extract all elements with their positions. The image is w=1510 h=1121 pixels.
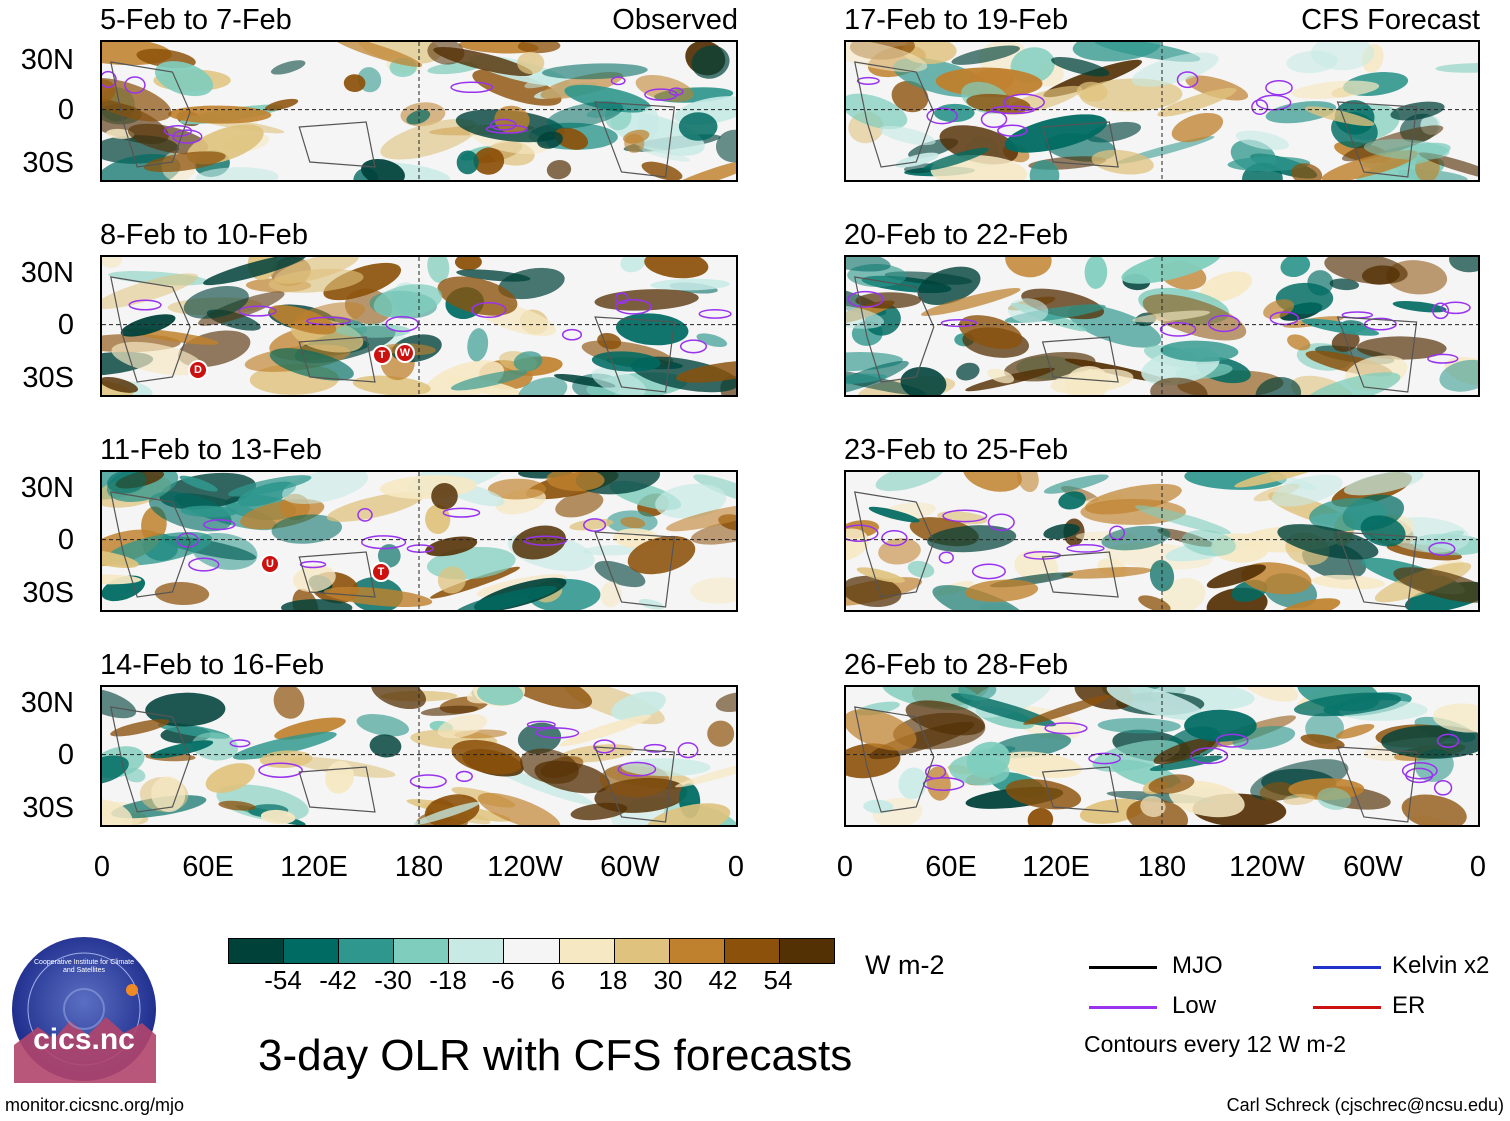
legend-label-er: ER [1392,992,1426,1019]
lon-label-0-east: 0 [727,851,745,883]
lat-label-eq: 0 [57,739,74,771]
panel-title-8: 26-Feb to 28-Feb [844,649,1069,681]
storm-marker-t: T [372,345,392,365]
lat-label-eq: 0 [57,94,74,126]
colorbar-tick-label: -6 [491,965,515,995]
lat-label-30n: 30N [20,472,74,504]
lon-label-120w: 120W [487,851,563,883]
olr-map-6 [844,255,1480,397]
lon-label-120w: 120W [1229,851,1305,883]
lat-label-eq: 0 [57,524,74,556]
legend-line-mjo [1089,966,1157,969]
panel-title-4: 14-Feb to 16-Feb [100,649,325,681]
olr-map-1 [100,40,738,182]
observed-tag: Observed [612,4,738,36]
footer-url: monitor.cicsnc.org/mjo [5,1095,185,1115]
olr-field-6 [846,257,1478,395]
colorbar-swatch [394,939,450,963]
storm-marker-d: D [188,360,208,380]
olr-map-4 [100,685,738,827]
lon-label-180: 180 [394,851,444,883]
legend-label-low: Low [1172,992,1217,1019]
colorbar-tick-label: -42 [319,965,357,995]
colorbar-tick-label: 54 [763,965,793,995]
lon-label-120e: 120E [280,851,348,883]
colorbar-tick-label: 30 [653,965,683,995]
colorbar-swatch [449,939,505,963]
storm-marker-u: U [260,554,280,574]
olr-field-8 [846,687,1478,825]
olr-field-5 [846,42,1478,180]
olr-map-5 [844,40,1480,182]
colorbar-tick-label: 18 [598,965,628,995]
colorbar-tick-label: -30 [374,965,412,995]
olr-field-4 [102,687,736,825]
lat-label-30s: 30S [22,147,74,179]
panel-title-2: 8-Feb to 10-Feb [100,219,308,251]
lon-label-60w: 60W [600,851,660,883]
lat-label-eq: 0 [57,309,74,341]
panel-title-7: 23-Feb to 25-Feb [844,434,1069,466]
olr-field-2 [102,257,736,395]
colorbar-swatch [339,939,395,963]
footer-credit: Carl Schreck (cjschrec@ncsu.edu) [1226,1095,1504,1115]
panel-title-6: 20-Feb to 22-Feb [844,219,1069,251]
colorbar-tick-label: 42 [708,965,738,995]
legend-line-low [1089,1006,1157,1009]
legend-line-er [1313,1006,1381,1009]
lon-label-0: 0 [836,851,854,883]
colorbar-swatch [724,939,780,963]
colorbar-swatch [779,939,835,963]
lon-label-0-east: 0 [1469,851,1487,883]
panel-title-1: 5-Feb to 7-Feb [100,4,292,36]
logo-ring-text: Cooperative Institute for Climate and Sa… [34,959,134,974]
lon-label-0: 0 [93,851,111,883]
lat-label-30s: 30S [22,792,74,824]
colorbar-units: W m-2 [865,950,945,980]
legend-line-kelvin [1313,966,1381,969]
lon-label-60e: 60E [925,851,977,883]
panel-title-3: 11-Feb to 13-Feb [100,434,322,466]
forecast-tag: CFS Forecast [1301,4,1480,36]
olr-map-7 [844,470,1480,612]
legend-label-kelvin: Kelvin x2 [1392,952,1490,979]
main-title: 3-day OLR with CFS forecasts [258,1031,853,1080]
colorbar-swatch [614,939,670,963]
colorbar [228,938,835,964]
panel-title-5: 17-Feb to 19-Feb [844,4,1069,36]
colorbar-swatch [559,939,615,963]
colorbar-swatch [284,939,340,963]
lon-label-120e: 120E [1022,851,1090,883]
storm-marker-w: W [395,343,415,363]
lat-label-30n: 30N [20,687,74,719]
lat-label-30n: 30N [20,44,74,76]
cics-logo: cics.nc Cooperative Institute for Climat… [10,935,158,1083]
lat-label-30s: 30S [22,362,74,394]
olr-map-8 [844,685,1480,827]
olr-field-7 [846,472,1478,610]
lon-label-60e: 60E [182,851,234,883]
colorbar-swatch [669,939,725,963]
colorbar-swatch [229,939,285,963]
legend-label-mjo: MJO [1172,952,1223,979]
olr-field-1 [102,42,736,180]
legend-note: Contours every 12 W m-2 [1084,1031,1347,1057]
olr-field-3 [102,472,736,610]
colorbar-tick-label: -18 [429,965,467,995]
storm-marker-t2: T [371,562,391,582]
colorbar-tick-label: -54 [264,965,302,995]
cics-logo-icon [12,937,156,1083]
olr-map-3: U T [100,470,738,612]
lat-label-30s: 30S [22,577,74,609]
colorbar-tick-label: 6 [550,965,566,995]
lon-label-180: 180 [1137,851,1187,883]
logo-text: cics.nc [33,1023,135,1056]
lon-label-60w: 60W [1343,851,1403,883]
olr-map-2: D T W [100,255,738,397]
colorbar-swatch [504,939,560,963]
lat-label-30n: 30N [20,257,74,289]
